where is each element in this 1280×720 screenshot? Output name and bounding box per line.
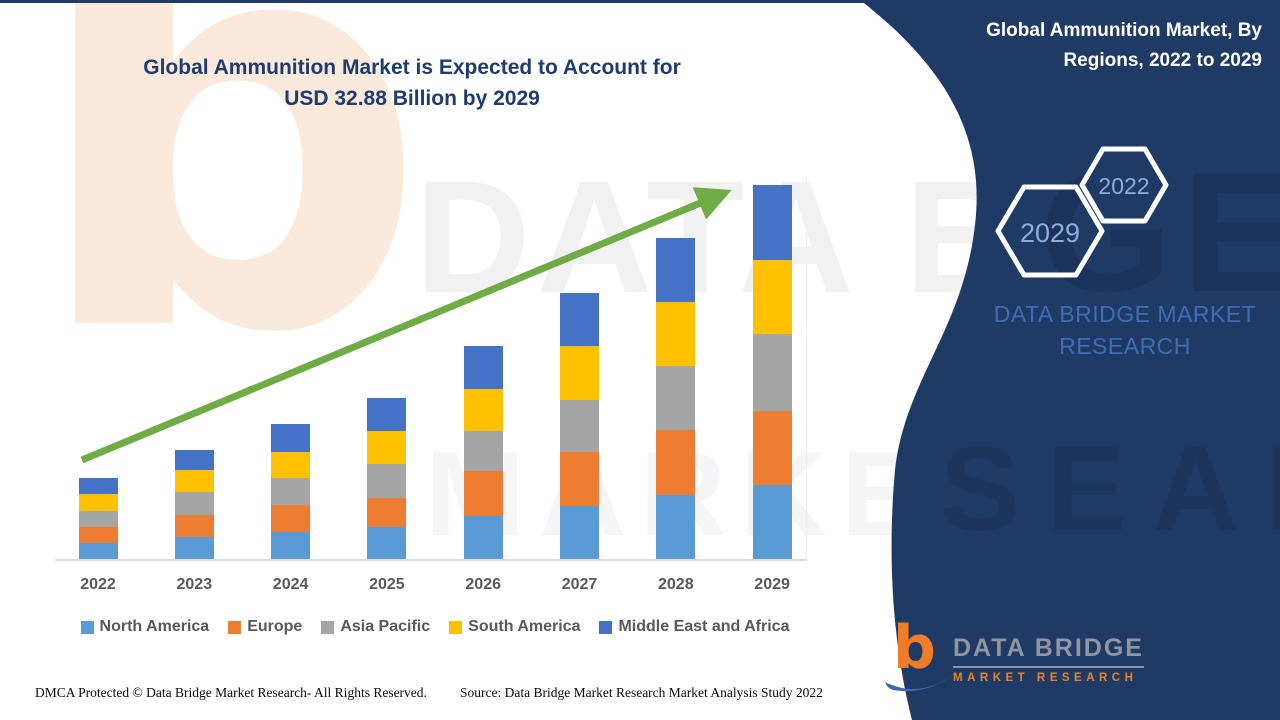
x-axis-label: 2027 xyxy=(561,576,598,593)
footer-dmca-text: DMCA Protected © Data Bridge Market Rese… xyxy=(35,685,427,700)
bar-segment xyxy=(174,492,214,515)
bar-segment xyxy=(752,411,792,485)
bar-segment xyxy=(271,532,311,559)
bar-segment xyxy=(752,334,792,411)
bars-layer: 2022 2023 2024 2025 2026 2027 2028 2029 xyxy=(78,185,792,593)
bar-segment xyxy=(367,464,407,498)
bar-segment xyxy=(752,485,792,559)
bar-segment xyxy=(560,293,599,346)
bar-segment xyxy=(367,527,407,559)
dbmr-logo: b DATA BRIDGE MARKET RESEARCH xyxy=(885,618,1144,700)
x-axis-label: 2022 xyxy=(80,576,116,593)
legend-item: South America xyxy=(449,618,580,636)
legend-swatch-icon xyxy=(80,620,94,634)
bar-2025 xyxy=(367,398,407,559)
bar-segment xyxy=(656,430,696,495)
x-axis-label: 2025 xyxy=(369,576,405,593)
x-axis-line xyxy=(55,559,807,561)
logo-b-glyph: b xyxy=(893,613,936,683)
brand-wordmark: DATA BRIDGE MARKET RESEARCH xyxy=(993,301,1257,359)
chart-title: Global Ammunition Market is Expected to … xyxy=(143,56,681,110)
bar-segment xyxy=(78,511,118,527)
legend-label: North America xyxy=(99,618,210,635)
bar-2023 xyxy=(174,450,214,559)
hexagon-2029-label: 2029 xyxy=(1019,218,1081,248)
bar-segment xyxy=(752,185,792,260)
bar-segment xyxy=(560,400,599,452)
legend-item: Middle East and Africa xyxy=(599,618,789,636)
legend-swatch-icon xyxy=(449,620,463,634)
legend-swatch-icon xyxy=(599,620,613,634)
bar-2029 xyxy=(752,185,792,559)
legend: North America Europe Asia Pacific South Ame… xyxy=(40,618,830,636)
x-axis-label: 2028 xyxy=(658,576,694,593)
x-axis-label: 2024 xyxy=(272,576,309,593)
plot-right-border xyxy=(806,175,807,561)
bar-segment xyxy=(656,495,696,559)
bar-segment xyxy=(560,452,599,506)
bar-segment xyxy=(78,494,118,511)
bar-segment xyxy=(174,515,214,537)
hexagon-2022-label: 2022 xyxy=(1098,173,1150,199)
legend-item: North America xyxy=(80,618,210,636)
bar-segment xyxy=(463,346,503,389)
legend-swatch-icon xyxy=(321,620,335,634)
bar-2026 xyxy=(463,346,503,559)
legend-item: Europe xyxy=(228,618,302,636)
legend-label: Asia Pacific xyxy=(340,618,431,635)
bar-segment xyxy=(656,238,696,302)
bar-segment xyxy=(463,389,503,431)
bar-2028 xyxy=(656,238,696,559)
bar-2027 xyxy=(560,293,599,559)
footer-source-text: Source: Data Bridge Market Research Mark… xyxy=(460,685,823,700)
legend-item: Asia Pacific xyxy=(321,618,430,636)
bar-segment xyxy=(463,471,503,516)
bar-segment xyxy=(463,516,503,559)
bar-2024 xyxy=(271,424,311,559)
bar-segment xyxy=(271,424,311,452)
top-border-strip xyxy=(0,0,1280,3)
legend-label: South America xyxy=(468,618,581,635)
x-axis-label: 2026 xyxy=(465,576,501,593)
x-axis-label: 2029 xyxy=(754,576,790,593)
bar-segment xyxy=(656,302,696,366)
legend-label: Europe xyxy=(247,618,303,635)
bar-segment xyxy=(78,478,118,494)
bar-segment xyxy=(463,431,503,471)
bar-segment xyxy=(78,543,118,559)
bar-segment xyxy=(271,505,311,532)
bar-segment xyxy=(560,346,599,400)
bar-segment xyxy=(560,506,599,559)
bar-segment xyxy=(367,398,407,431)
bar-segment xyxy=(174,470,214,492)
bar-2022 xyxy=(78,478,118,559)
bar-segment xyxy=(271,452,311,478)
bar-segment xyxy=(271,478,311,505)
bar-segment xyxy=(174,537,214,559)
logo-name: DATA BRIDGE xyxy=(953,634,1144,668)
legend-swatch-icon xyxy=(228,620,242,634)
logo-subname: MARKET RESEARCH xyxy=(953,672,1138,684)
bar-segment xyxy=(367,498,407,527)
bar-segment xyxy=(78,527,118,543)
bar-segment xyxy=(752,260,792,334)
x-axis-label: 2023 xyxy=(176,576,213,593)
bar-segment xyxy=(656,366,696,430)
bar-segment xyxy=(174,450,214,470)
bar-segment xyxy=(367,431,407,464)
legend-label: Middle East and Africa xyxy=(618,618,790,635)
